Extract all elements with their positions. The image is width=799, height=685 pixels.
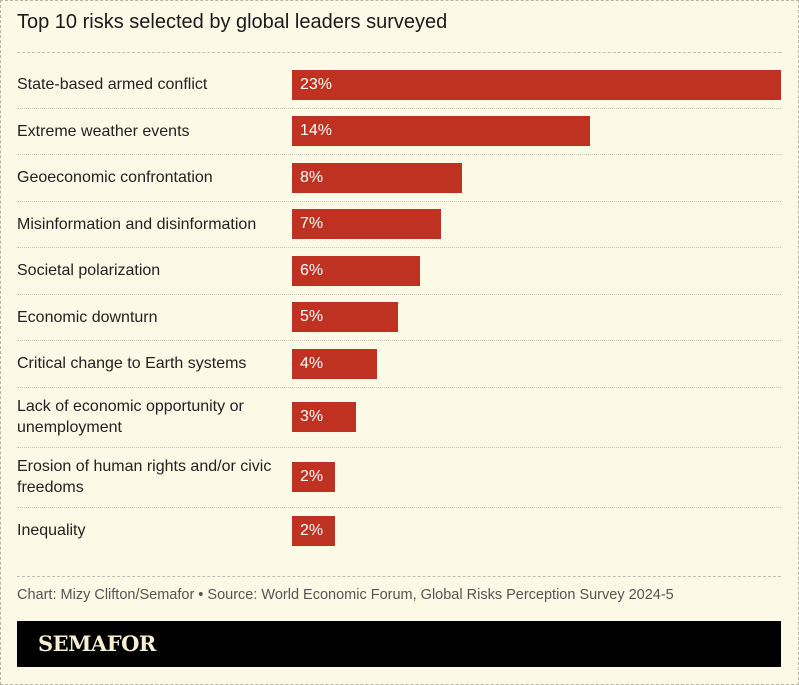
value-label: 2% (300, 521, 324, 539)
bar: 5% (292, 302, 399, 333)
bar-row: Misinformation and disinformation 7% (17, 202, 781, 248)
category-label: Critical change to Earth systems (17, 355, 247, 373)
bar-row: Societal polarization 6% (17, 248, 781, 295)
bar-row: Erosion of human rights and/or civic fre… (17, 448, 781, 508)
value-label: 23% (300, 75, 333, 93)
category-label: Economic downturn (17, 308, 158, 326)
category-label: Extreme weather events (17, 122, 190, 140)
value-label: 5% (300, 308, 324, 326)
chart-title: Top 10 risks selected by global leaders … (17, 11, 448, 33)
bar: 6% (292, 255, 420, 286)
bar-row: Extreme weather events 14% (17, 109, 781, 155)
bar: 2% (292, 462, 335, 492)
bar-row: Geoeconomic confrontation 8% (17, 155, 781, 202)
bar-row: Economic downturn 5% (17, 295, 781, 341)
bar: 4% (292, 348, 378, 379)
value-label: 4% (300, 354, 324, 372)
category-label: Inequality (17, 522, 86, 539)
bar-row: Critical change to Earth systems 4% (17, 341, 781, 388)
semafor-logo: SEMAFOR (38, 631, 156, 656)
bar: 8% (292, 162, 463, 193)
category-label: State-based armed conflict (17, 76, 208, 94)
bar-row: Inequality 2% (17, 508, 781, 554)
bar: 7% (292, 209, 441, 240)
value-label: 14% (300, 122, 333, 140)
divider (17, 52, 781, 53)
value-label: 2% (300, 468, 324, 485)
value-label: 3% (300, 408, 324, 425)
category-label: Erosion of human rights and/or civic fre… (17, 458, 272, 496)
bar-row: Lack of economic opportunity or unemploy… (17, 388, 781, 448)
category-label: Lack of economic opportunity or unemploy… (17, 398, 244, 436)
bar: 3% (292, 402, 356, 432)
bar: 23% (292, 69, 781, 100)
brand-banner: SEMAFOR (17, 621, 781, 667)
bar: 14% (292, 116, 590, 147)
value-label: 6% (300, 261, 324, 279)
value-label: 7% (300, 215, 324, 233)
category-label: Societal polarization (17, 262, 161, 280)
source-note: Chart: Mizy Clifton/Semafor • Source: Wo… (17, 587, 674, 603)
bar-rows: State-based armed conflict 23% Extreme wea… (17, 62, 781, 554)
value-label: 8% (300, 168, 324, 186)
bar: 2% (292, 515, 335, 546)
bar-row: State-based armed conflict 23% (17, 62, 781, 109)
category-label: Geoeconomic confrontation (17, 169, 213, 187)
category-label: Misinformation and disinformation (17, 215, 257, 233)
divider (17, 576, 781, 577)
